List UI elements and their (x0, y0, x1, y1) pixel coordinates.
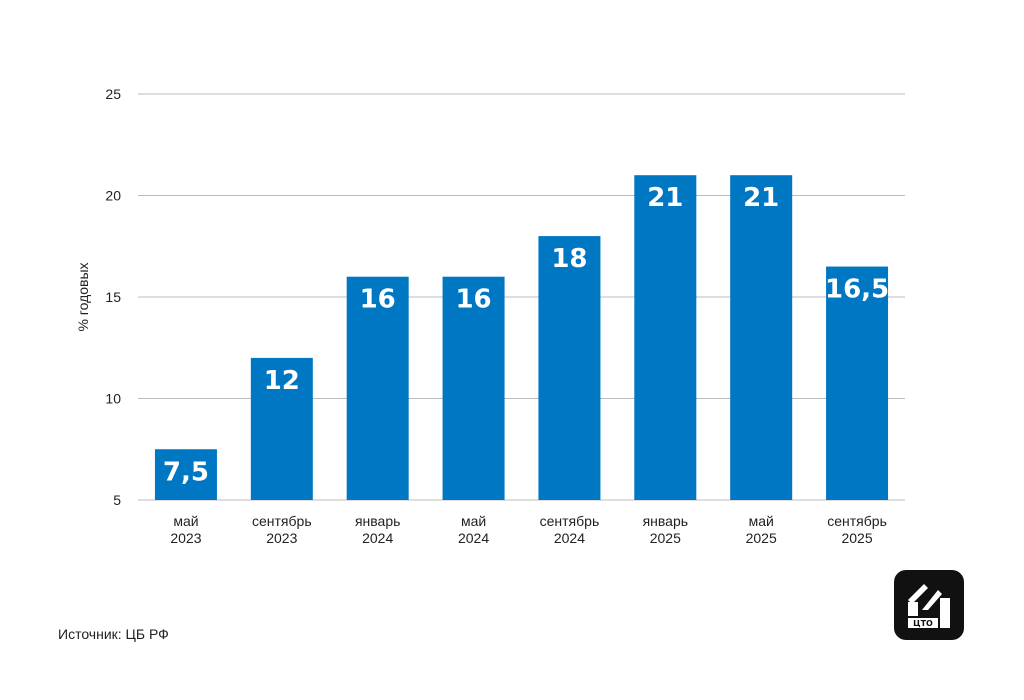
data-label-0: 7,5 (163, 457, 209, 487)
category-label-5-1: 2025 (650, 530, 681, 546)
category-label-7-1: 2025 (841, 530, 872, 546)
y-tick-label: 20 (105, 188, 121, 204)
y-tick-label: 10 (105, 391, 121, 407)
category-label-1-1: 2023 (266, 530, 297, 546)
bar-3 (442, 276, 505, 500)
logo-graphic: ЦТО (908, 584, 950, 628)
y-tick-label: 25 (105, 86, 121, 102)
bar-2 (346, 276, 409, 500)
category-label-2-0: январь (355, 513, 400, 529)
bar-1 (250, 357, 313, 500)
brand-logo-icon: ЦТО (894, 570, 964, 640)
data-label-2: 16 (360, 285, 396, 315)
y-tick-label: 15 (105, 289, 121, 305)
category-label-3-0: май (461, 513, 486, 529)
data-labels: 7,5 12 16 16 18 21 21 16,5 (163, 183, 889, 487)
category-label-4-1: 2024 (554, 530, 585, 546)
category-label-2-1: 2024 (362, 530, 393, 546)
category-label-1-0: сентябрь (252, 513, 312, 529)
bar-5 (634, 175, 697, 500)
bar-6 (730, 175, 793, 500)
data-label-7: 16,5 (825, 275, 889, 305)
bar-4 (538, 236, 601, 500)
y-tick-label: 5 (113, 492, 121, 508)
bar-7 (826, 266, 889, 500)
data-label-5: 21 (647, 183, 683, 213)
category-label-0-1: 2023 (170, 530, 201, 546)
data-label-1: 12 (264, 366, 300, 396)
data-label-3: 16 (455, 285, 491, 315)
data-label-6: 21 (743, 183, 779, 213)
svg-text:ЦТО: ЦТО (913, 619, 933, 628)
bars (154, 175, 889, 500)
category-label-3-1: 2024 (458, 530, 489, 546)
category-label-6-1: 2025 (746, 530, 777, 546)
source-note: Источник: ЦБ РФ (58, 626, 169, 642)
category-label-4-0: сентябрь (540, 513, 600, 529)
category-label-0-0: май (173, 513, 198, 529)
data-label-4: 18 (551, 244, 587, 274)
category-label-5-0: январь (643, 513, 688, 529)
y-axis-label: % годовых (75, 262, 91, 331)
category-label-7-0: сентябрь (827, 513, 887, 529)
bar-0 (154, 449, 217, 500)
category-labels: май2023сентябрь2023январь2024май2024сент… (170, 513, 887, 546)
category-label-6-0: май (749, 513, 774, 529)
y-tick-labels: 5 10 15 20 25 (105, 86, 121, 508)
